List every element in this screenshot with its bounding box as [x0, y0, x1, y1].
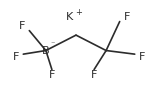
Text: F: F	[13, 52, 19, 62]
Text: F: F	[124, 12, 130, 22]
Text: F: F	[19, 21, 25, 31]
Text: B: B	[42, 46, 50, 56]
Text: F: F	[139, 52, 145, 62]
Text: F: F	[49, 70, 55, 80]
Text: ⁻: ⁻	[50, 40, 55, 49]
Text: K: K	[66, 12, 74, 22]
Text: F: F	[91, 70, 97, 80]
Text: +: +	[76, 8, 82, 17]
